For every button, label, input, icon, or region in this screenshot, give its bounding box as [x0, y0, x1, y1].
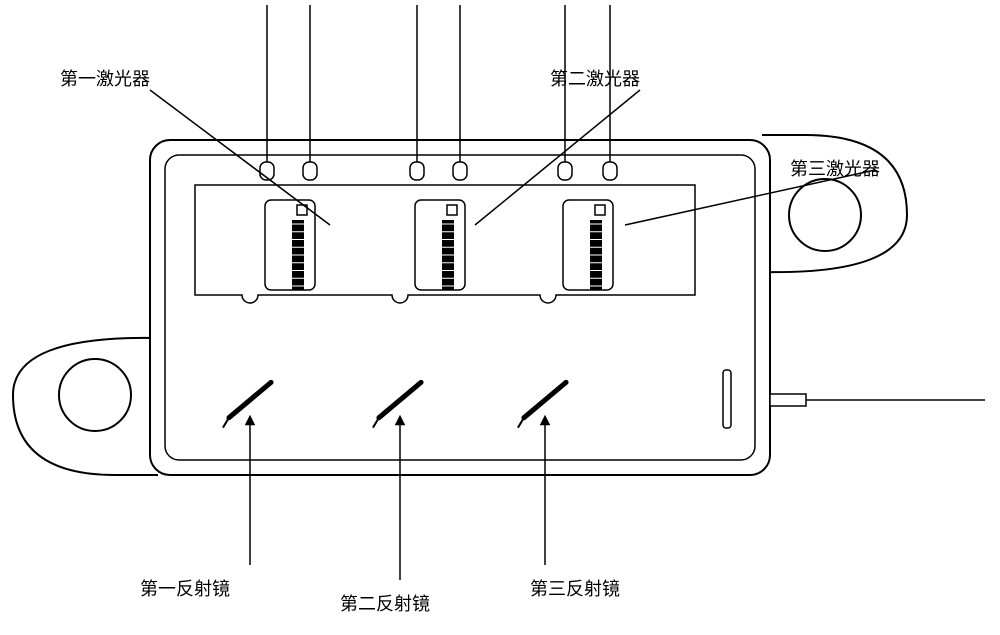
laser-2 [415, 200, 465, 290]
label-laser-1: 第一激光器 [60, 69, 150, 89]
label-mirror-2: 第二反射镜 [340, 594, 430, 614]
label-laser-3: 第三激光器 [790, 159, 880, 179]
module-housing [13, 135, 907, 475]
label-mirror-1: 第一反射镜 [140, 579, 230, 599]
label-laser-2: 第二激光器 [550, 69, 640, 89]
laser-3 [563, 200, 613, 290]
label-mirror-3: 第三反射镜 [530, 579, 620, 599]
laser-1 [265, 200, 315, 290]
laser-module-diagram: 第一激光器 第二激光器第三激光器第一反射镜第二反射镜 第三反射镜 [0, 0, 1000, 635]
